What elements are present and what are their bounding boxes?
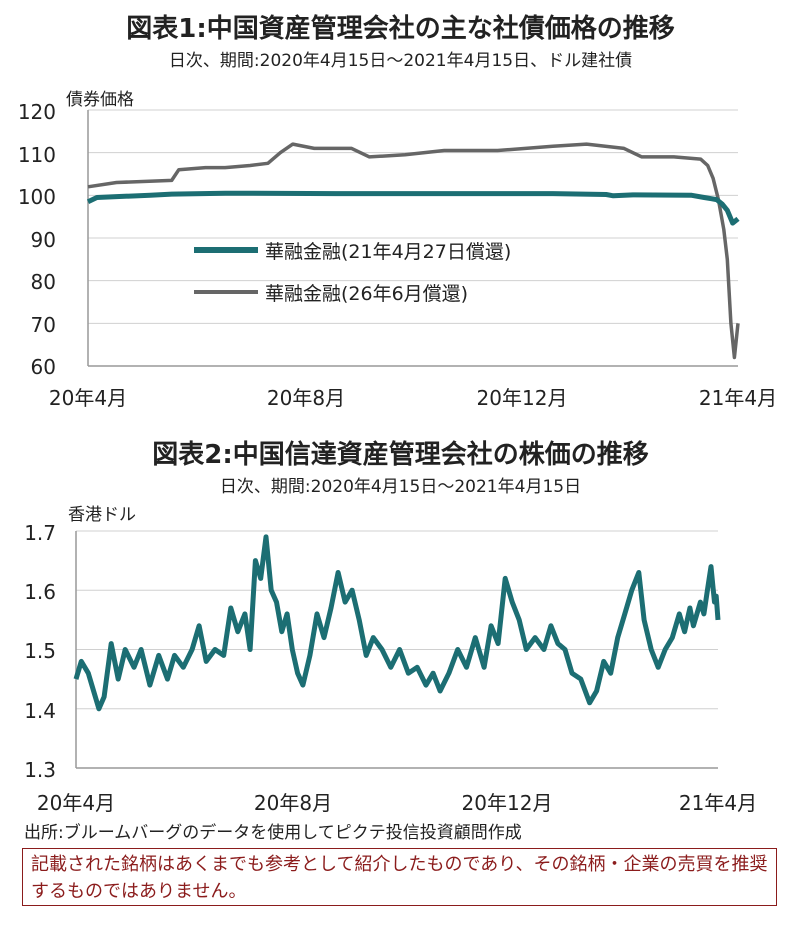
chart1-xtick: 20年4月 [49, 386, 127, 410]
chart2-ytick: 1.4 [24, 699, 56, 723]
chart1-ytick: 70 [31, 313, 56, 337]
chart2-ytick: 1.5 [24, 639, 56, 663]
chart1-ytick: 90 [31, 228, 56, 252]
chart1-ytick: 60 [31, 355, 56, 379]
chart2-ytick: 1.6 [24, 580, 56, 604]
legend-label: 華融金融(26年6月償還) [265, 283, 468, 305]
chart2-subtitle: 日次、期間:2020年4月15日～2021年4月15日 [219, 477, 582, 497]
chart1-plot: 債券価格 120 110 100 90 80 70 60 20年4月 20年8月… [18, 90, 777, 410]
chart1-title: 図表1:中国資産管理会社の主な社債価格の推移 [126, 14, 675, 44]
chart1-xtick: 21年4月 [699, 386, 777, 410]
chart2-xtick: 20年8月 [254, 791, 332, 815]
chart1-xtick: 20年12月 [477, 386, 568, 410]
chart2-series [73, 534, 721, 712]
disclaimer-text: 記載された銘柄はあくまでも参考として紹介したものであり、その銘柄・企業の売買を推… [31, 854, 768, 902]
disclaimer-box: 記載された銘柄はあくまでも参考として紹介したものであり、その銘柄・企業の売買を推… [22, 848, 777, 906]
source-note: 出所:ブルームバーグのデータを使用してピクテ投信投資顧問作成 [24, 823, 522, 843]
chart1-ytick: 110 [18, 143, 56, 167]
chart2-plot: 香港ドル 1.7 1.6 1.5 1.4 1.3 20年4月 20年8月 20年… [24, 505, 757, 815]
chart1-ylabel: 債券価格 [66, 90, 134, 110]
chart1-series [86, 142, 740, 360]
chart1-ytick: 80 [31, 270, 56, 294]
chart2-xtick: 21年4月 [679, 791, 757, 815]
chart1-ytick: 120 [18, 100, 56, 124]
chart1-xtick: 20年8月 [267, 386, 345, 410]
chart1-subtitle: 日次、期間:2020年4月15日～2021年4月15日、ドル建社債 [168, 51, 633, 71]
chart2-ytick: 1.7 [24, 521, 56, 545]
chart2-xtick: 20年12月 [462, 791, 553, 815]
chart1-ytick: 100 [18, 185, 56, 209]
chart1-legend: 華融金融(21年4月27日償還) 華融金融(26年6月償還) [194, 241, 511, 305]
chart2-ylabel: 香港ドル [68, 505, 136, 525]
chart2-xtick: 20年4月 [37, 791, 115, 815]
chart1-series-line-2 [86, 190, 740, 226]
chart2-series-line-1 [73, 534, 721, 712]
chart2-title: 図表2:中国信達資産管理会社の株価の推移 [152, 440, 649, 470]
legend-label: 華融金融(21年4月27日償還) [265, 241, 511, 263]
chart2-ytick: 1.3 [24, 758, 56, 782]
